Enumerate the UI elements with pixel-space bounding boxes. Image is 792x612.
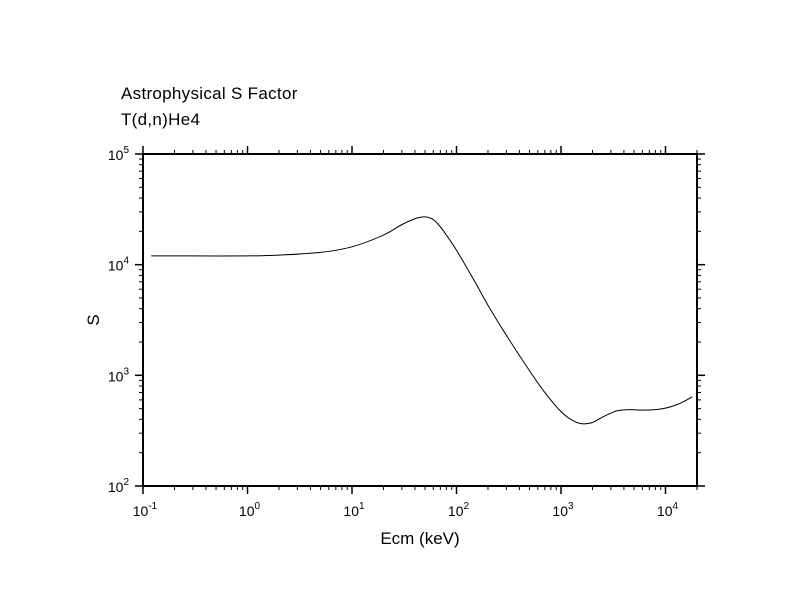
tick-marks xyxy=(135,146,705,494)
plot-frame xyxy=(142,153,698,487)
x-tick-label: 102 xyxy=(448,501,470,519)
x-axis-label: Ecm (keV) xyxy=(380,529,459,548)
y-tick-labels: 102 103 104 105 xyxy=(108,145,130,495)
x-tick-labels: 10-1 100 101 102 103 104 xyxy=(133,501,679,519)
y-tick-label: 102 xyxy=(108,477,130,495)
chart-title: Astrophysical S Factor xyxy=(121,84,298,103)
series-line xyxy=(151,216,693,425)
x-tick-label: 100 xyxy=(239,501,261,519)
chart-subtitle: T(d,n)He4 xyxy=(121,110,201,129)
y-axis-label: S xyxy=(84,314,103,325)
x-tick-label: 103 xyxy=(552,501,574,519)
x-tick-label: 101 xyxy=(343,501,365,519)
y-tick-label: 103 xyxy=(108,366,130,384)
x-tick-label: 10-1 xyxy=(133,501,158,519)
y-tick-label: 104 xyxy=(108,256,130,274)
x-tick-label: 104 xyxy=(657,501,679,519)
y-tick-label: 105 xyxy=(108,145,130,163)
